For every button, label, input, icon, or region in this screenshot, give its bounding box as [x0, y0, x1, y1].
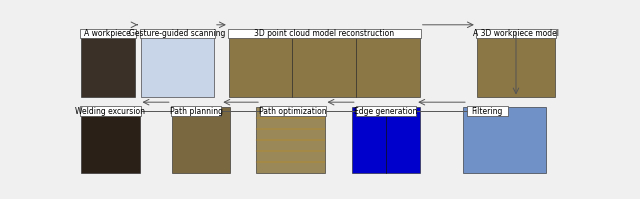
Text: Edge generation: Edge generation: [355, 107, 418, 116]
Text: Gesture-guided scanning: Gesture-guided scanning: [129, 29, 225, 38]
Text: 3D point cloud model reconstruction: 3D point cloud model reconstruction: [254, 29, 394, 38]
Bar: [81, 107, 140, 173]
Text: Filtering: Filtering: [472, 107, 503, 116]
Text: A 3D workpiece model: A 3D workpiece model: [473, 29, 559, 38]
Bar: [81, 30, 134, 98]
Bar: [356, 30, 420, 98]
Bar: [172, 107, 230, 173]
FancyBboxPatch shape: [356, 106, 416, 116]
Text: Path optimization: Path optimization: [259, 107, 326, 116]
FancyBboxPatch shape: [80, 29, 136, 38]
Text: A workpiece: A workpiece: [84, 29, 131, 38]
Bar: [292, 30, 356, 98]
FancyBboxPatch shape: [171, 106, 221, 116]
Text: Path planning: Path planning: [170, 107, 223, 116]
Bar: [463, 107, 547, 173]
Bar: [256, 107, 324, 173]
FancyBboxPatch shape: [260, 106, 326, 116]
FancyBboxPatch shape: [80, 106, 141, 116]
Bar: [141, 30, 214, 98]
Bar: [229, 30, 292, 98]
FancyBboxPatch shape: [228, 29, 420, 38]
FancyBboxPatch shape: [140, 29, 215, 38]
FancyBboxPatch shape: [476, 29, 556, 38]
Bar: [477, 30, 555, 98]
FancyBboxPatch shape: [467, 106, 508, 116]
Text: Welding excursion: Welding excursion: [76, 107, 145, 116]
Bar: [352, 107, 420, 173]
